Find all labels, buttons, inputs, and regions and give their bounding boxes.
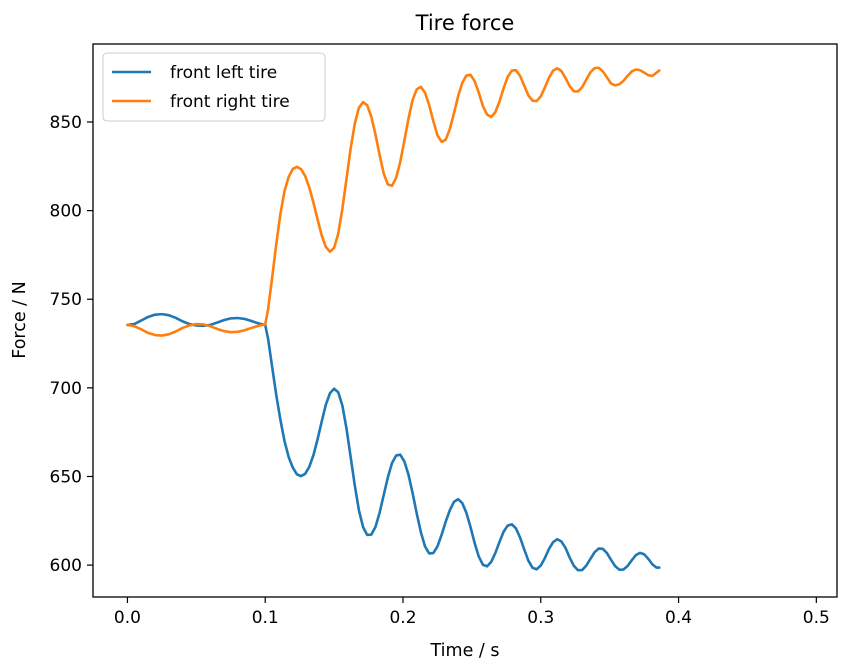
x-tick-label: 0.5 [803, 608, 830, 628]
x-tick-label: 0.1 [252, 608, 279, 628]
x-axis-ticks: 0.0 0.1 0.2 0.3 0.4 0.5 [114, 597, 830, 628]
y-tick-label: 700 [50, 379, 82, 399]
y-tick-label: 650 [50, 467, 82, 487]
y-tick-label: 850 [50, 113, 82, 133]
y-tick-label: 750 [50, 290, 82, 310]
legend-label-front-left: front left tire [170, 63, 277, 83]
x-tick-label: 0.3 [527, 608, 554, 628]
chart-title: Tire force [415, 11, 515, 35]
x-tick-label: 0.2 [389, 608, 416, 628]
x-axis-label: Time / s [430, 641, 500, 661]
y-tick-label: 600 [50, 556, 82, 576]
series-line-0 [126, 312, 661, 572]
y-axis-ticks: 600 650 700 750 800 850 [50, 113, 93, 576]
y-tick-label: 800 [50, 202, 82, 222]
legend: front left tire front right tire [102, 52, 326, 122]
series-line-1 [126, 66, 661, 337]
x-tick-label: 0.0 [114, 608, 141, 628]
legend-label-front-right: front right tire [170, 92, 290, 112]
legend-box [102, 52, 326, 122]
plot-lines [126, 66, 661, 572]
plot-frame [92, 43, 838, 598]
x-tick-label: 0.4 [665, 608, 692, 628]
y-axis-label: Force / N [10, 281, 30, 358]
